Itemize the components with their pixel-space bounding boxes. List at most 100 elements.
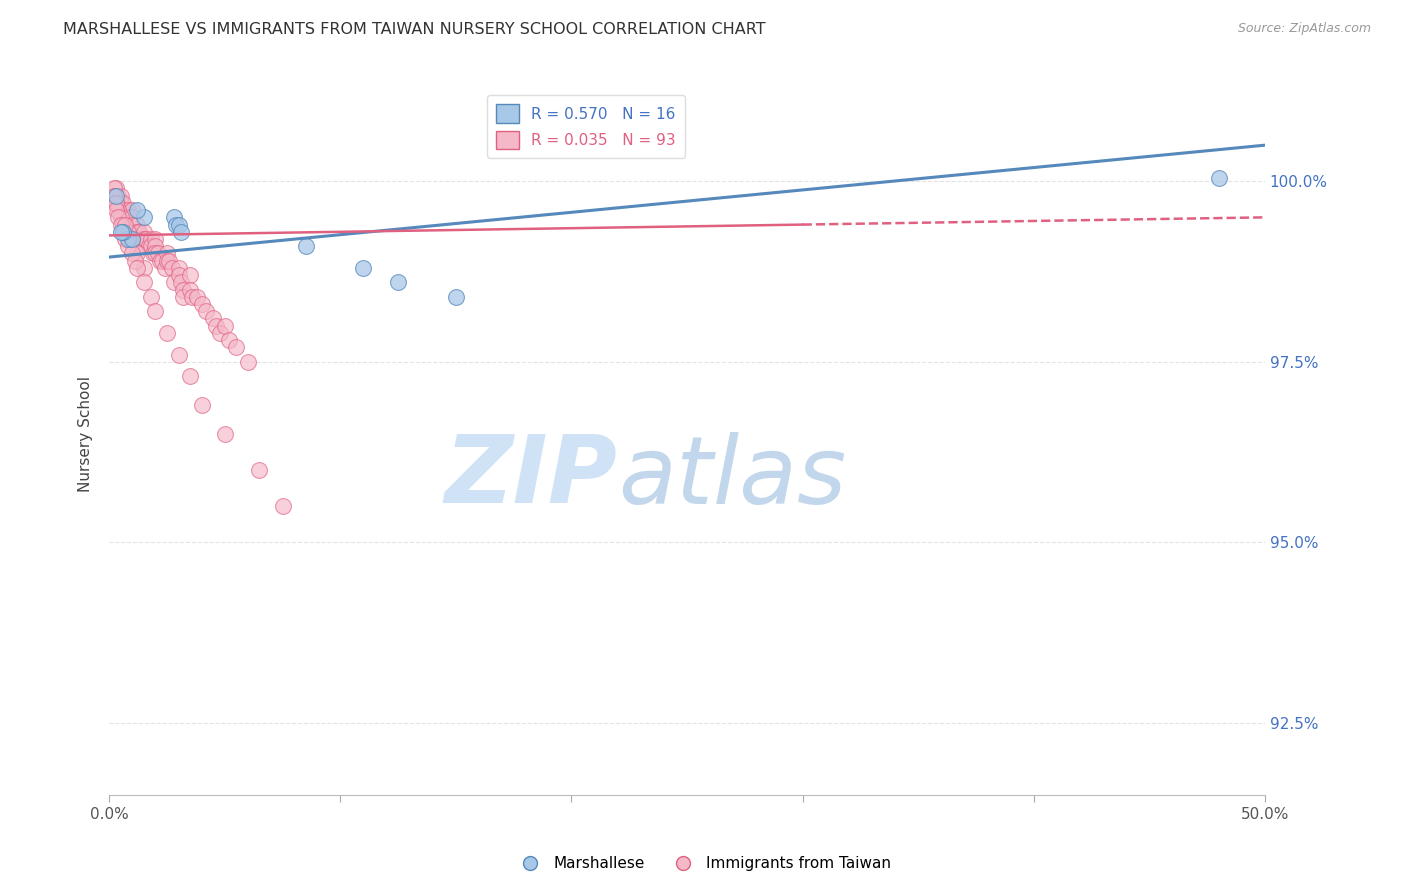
Point — [170, 276, 193, 290]
Point — [172, 283, 194, 297]
Point — [125, 218, 148, 232]
Point — [138, 239, 160, 253]
Point — [121, 203, 143, 218]
Point — [218, 333, 240, 347]
Point — [444, 290, 467, 304]
Point — [204, 318, 226, 333]
Point — [160, 260, 183, 275]
Point — [110, 195, 132, 210]
Point — [145, 232, 167, 246]
Point — [132, 276, 155, 290]
Point — [121, 211, 143, 225]
Point — [181, 290, 204, 304]
Point — [117, 211, 139, 225]
Point — [117, 232, 139, 246]
Point — [387, 276, 409, 290]
Point — [172, 290, 194, 304]
Point — [110, 218, 132, 232]
Point — [190, 297, 212, 311]
Point — [121, 232, 143, 246]
Point — [131, 239, 153, 253]
Point — [202, 311, 225, 326]
Point — [112, 203, 135, 218]
Point — [225, 340, 247, 354]
Point — [165, 218, 187, 232]
Y-axis label: Nursery School: Nursery School — [79, 376, 93, 491]
Point — [112, 195, 135, 210]
Point — [156, 246, 179, 260]
Point — [271, 499, 294, 513]
Point — [167, 260, 190, 275]
Point — [112, 211, 135, 225]
Point — [1208, 170, 1230, 185]
Point — [103, 188, 125, 202]
Point — [132, 211, 155, 225]
Point — [170, 225, 193, 239]
Point — [124, 232, 146, 246]
Point — [167, 347, 190, 361]
Text: Source: ZipAtlas.com: Source: ZipAtlas.com — [1237, 22, 1371, 36]
Point — [105, 181, 128, 195]
Point — [145, 239, 167, 253]
Point — [125, 260, 148, 275]
Point — [139, 239, 162, 253]
Point — [105, 195, 128, 210]
Point — [107, 203, 129, 218]
Point — [214, 426, 236, 441]
Point — [190, 398, 212, 412]
Point — [153, 260, 176, 275]
Legend: R = 0.570   N = 16, R = 0.035   N = 93: R = 0.570 N = 16, R = 0.035 N = 93 — [486, 95, 685, 158]
Point — [142, 246, 165, 260]
Point — [110, 188, 132, 202]
Point — [145, 304, 167, 318]
Point — [121, 232, 143, 246]
Point — [157, 253, 180, 268]
Point — [121, 246, 143, 260]
Text: atlas: atlas — [617, 432, 846, 523]
Point — [117, 225, 139, 239]
Point — [112, 225, 135, 239]
Point — [103, 195, 125, 210]
Point — [128, 225, 150, 239]
Point — [110, 211, 132, 225]
Point — [131, 232, 153, 246]
Point — [146, 246, 169, 260]
Point — [139, 290, 162, 304]
Point — [105, 203, 128, 218]
Point — [179, 268, 201, 282]
Text: ZIP: ZIP — [444, 431, 617, 524]
Point — [179, 283, 201, 297]
Point — [167, 218, 190, 232]
Point — [117, 239, 139, 253]
Point — [125, 246, 148, 260]
Point — [132, 260, 155, 275]
Point — [110, 203, 132, 218]
Point — [105, 188, 128, 202]
Point — [167, 268, 190, 282]
Point — [163, 276, 186, 290]
Point — [163, 211, 186, 225]
Point — [110, 225, 132, 239]
Point — [195, 304, 218, 318]
Point — [294, 239, 316, 253]
Point — [353, 260, 375, 275]
Point — [107, 188, 129, 202]
Point — [214, 318, 236, 333]
Point — [112, 225, 135, 239]
Point — [152, 253, 174, 268]
Point — [114, 218, 136, 232]
Point — [105, 195, 128, 210]
Point — [149, 253, 172, 268]
Point — [124, 253, 146, 268]
Point — [135, 232, 157, 246]
Point — [112, 218, 135, 232]
Point — [121, 218, 143, 232]
Point — [117, 203, 139, 218]
Point — [249, 463, 271, 477]
Point — [179, 369, 201, 384]
Point — [124, 225, 146, 239]
Point — [125, 225, 148, 239]
Point — [103, 188, 125, 202]
Point — [118, 218, 141, 232]
Point — [145, 246, 167, 260]
